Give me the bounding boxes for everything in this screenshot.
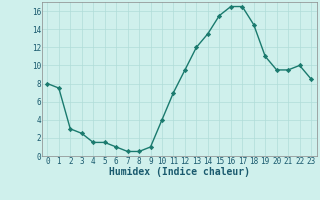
X-axis label: Humidex (Indice chaleur): Humidex (Indice chaleur) [109,167,250,177]
